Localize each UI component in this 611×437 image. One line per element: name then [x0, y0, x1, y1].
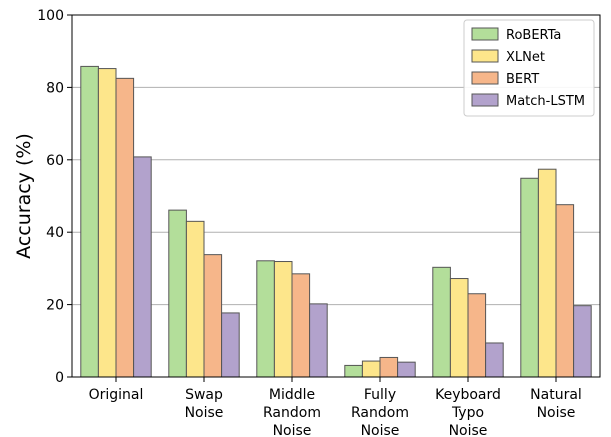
y-tick-label: 20 — [46, 298, 64, 314]
legend: RoBERTa XLNet BERT Match-LSTM — [463, 19, 595, 117]
legend-label: XLNet — [506, 50, 545, 65]
legend-label: RoBERTa — [506, 28, 561, 43]
y-tick-label: 60 — [46, 153, 64, 169]
bar-xlnet — [361, 360, 381, 378]
bar-xlnet — [449, 278, 469, 378]
y-axis-ticks: 0 20 40 60 80 100 — [37, 8, 72, 386]
bar-match-lstm — [133, 156, 152, 378]
legend-swatch — [471, 71, 499, 85]
bar-roberta — [256, 260, 275, 378]
y-tick-label: 100 — [37, 8, 64, 24]
bar-bert — [115, 77, 135, 378]
bar-xlnet — [97, 68, 117, 378]
bar-bert — [291, 273, 311, 378]
bar-roberta — [344, 364, 363, 378]
bar-xlnet — [273, 261, 293, 378]
x-tick-label: Middle Random Noise — [263, 387, 321, 437]
legend-label: Match-LSTM — [506, 94, 585, 109]
bar-roberta — [80, 65, 99, 378]
bar-match-lstm — [309, 303, 328, 378]
y-tick-label: 40 — [46, 225, 64, 241]
legend-box — [463, 19, 595, 117]
bar-bert — [467, 293, 487, 378]
bar-bert — [555, 204, 575, 378]
bar-xlnet — [185, 220, 205, 378]
bar-match-lstm — [573, 305, 592, 378]
bar-bert — [379, 356, 399, 378]
y-tick-label: 80 — [46, 80, 64, 96]
legend-swatch — [471, 49, 499, 63]
bar-bert — [203, 254, 223, 378]
legend-label: BERT — [506, 72, 539, 87]
legend-swatch — [471, 93, 499, 107]
x-tick-label: Keyboard Typo Noise — [435, 387, 501, 437]
bar-roberta — [520, 177, 539, 378]
x-tick-label: Natural Noise — [530, 387, 582, 421]
x-tick-label: Swap Noise — [185, 387, 224, 421]
bars — [80, 65, 592, 378]
y-axis-title: Accuracy (%) — [13, 133, 35, 259]
x-axis-ticks: Original Swap Noise Middle Random Noise Fully R… — [89, 377, 582, 437]
bar-xlnet — [537, 168, 557, 378]
bar-match-lstm — [221, 312, 240, 378]
y-tick-label: 0 — [55, 370, 64, 386]
legend-swatch — [471, 27, 499, 41]
bar-roberta — [432, 266, 451, 378]
x-tick-label: Original — [89, 387, 144, 403]
bar-match-lstm — [485, 342, 504, 378]
x-tick-label: Fully Random Noise — [351, 387, 409, 437]
plot-frame — [71, 14, 601, 378]
bar-roberta — [168, 209, 187, 378]
bar-match-lstm — [397, 361, 416, 378]
